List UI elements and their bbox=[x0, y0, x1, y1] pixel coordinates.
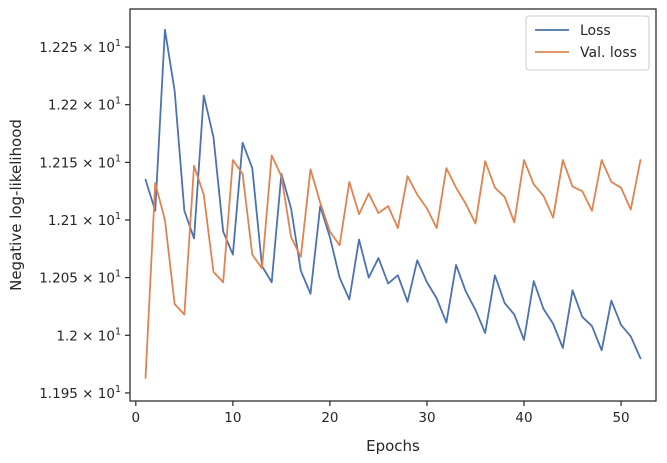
y-axis-ticks: 1.195 × 101 1.2 × 101 1.205 × 101 1.21 × 10… bbox=[39, 38, 130, 402]
series-line-loss bbox=[144, 28, 642, 360]
y-tick-label: 1.225 × 101 bbox=[39, 38, 121, 56]
x-axis-label: Epochs bbox=[366, 437, 420, 455]
x-axis-ticks: 0 10 20 30 40 50 bbox=[132, 401, 630, 426]
y-tick-label: 1.215 × 101 bbox=[39, 153, 121, 171]
y-tick-label: 1.21 × 101 bbox=[48, 211, 121, 229]
legend-label-val-loss: Val. loss bbox=[580, 45, 637, 61]
y-tick-label: 1.205 × 101 bbox=[39, 269, 121, 287]
plot-lines bbox=[144, 28, 642, 379]
legend: Loss Val. loss bbox=[525, 15, 650, 71]
x-tick-label: 50 bbox=[612, 410, 629, 426]
x-tick-label: 40 bbox=[515, 410, 532, 426]
x-tick-label: 30 bbox=[418, 410, 435, 426]
legend-label-loss: Loss bbox=[580, 23, 611, 39]
x-tick-label: 10 bbox=[224, 410, 241, 426]
y-tick-label: 1.195 × 101 bbox=[39, 384, 121, 402]
x-tick-label: 0 bbox=[132, 410, 141, 426]
plot-frame bbox=[129, 8, 657, 402]
y-tick-label: 1.22 × 101 bbox=[48, 96, 121, 114]
y-axis-label: Negative log-likelihood bbox=[7, 119, 25, 291]
y-tick-label: 1.2 × 101 bbox=[56, 326, 121, 344]
series-line-val-loss bbox=[144, 154, 642, 379]
x-tick-label: 20 bbox=[321, 410, 338, 426]
